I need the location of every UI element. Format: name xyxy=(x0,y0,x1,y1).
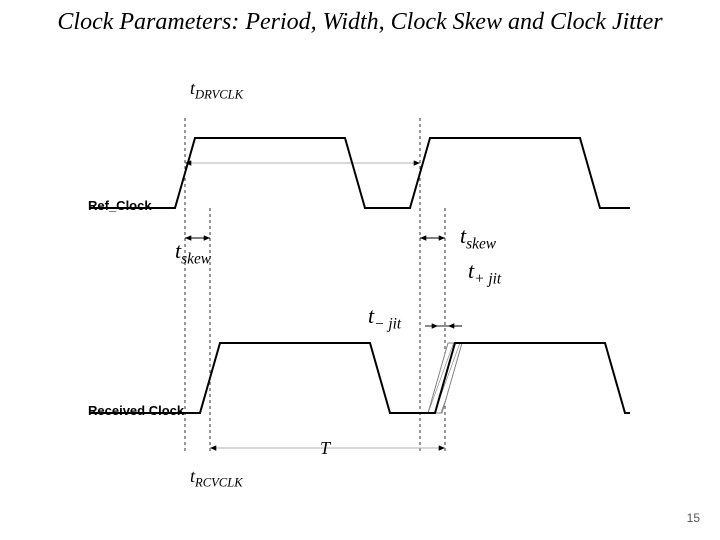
t-minus-jit-label: t− jit xyxy=(368,303,401,333)
t-skew-right-label: tskew xyxy=(460,223,496,253)
period-t-label: T xyxy=(320,438,330,459)
page-number: 15 xyxy=(687,511,700,525)
timing-diagram: tDRVCLK Ref_Clock tskew tskew t+ jit t− … xyxy=(90,78,650,498)
t-plus-jit-label: t+ jit xyxy=(468,258,501,288)
t-rcvclk-label: tRCVCLK xyxy=(190,466,243,491)
received-clock-label: Received Clock xyxy=(88,403,184,418)
ref-clock-label: Ref_Clock xyxy=(88,198,152,213)
t-drvclk-label: tDRVCLK xyxy=(190,78,243,103)
slide-title: Clock Parameters: Period, Width, Clock S… xyxy=(0,0,720,37)
t-skew-left-label: tskew xyxy=(175,238,211,268)
